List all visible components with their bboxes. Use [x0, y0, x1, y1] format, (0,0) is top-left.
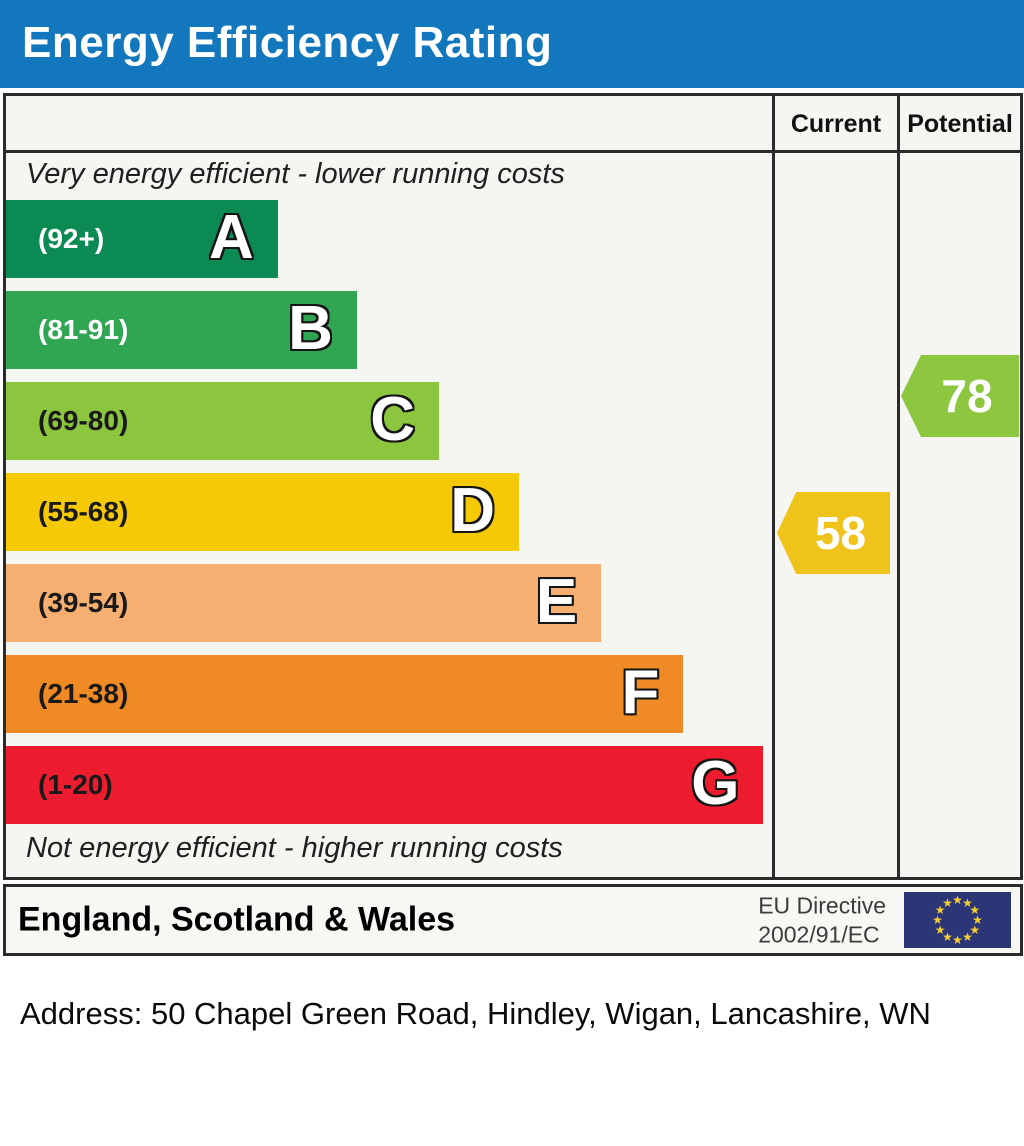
- band-range-a: (92+): [38, 223, 105, 254]
- band-letter-a: A: [208, 203, 254, 273]
- footer: England, Scotland & Wales EU Directive 2…: [3, 884, 1023, 956]
- eu-directive-line1: EU Directive: [758, 892, 886, 919]
- band-row-a: (92+) A: [6, 200, 278, 278]
- rating-chart: Current Potential Very energy efficient …: [3, 93, 1023, 880]
- address-line: Address: 50 Chapel Green Road, Hindley, …: [20, 996, 931, 1031]
- band-letter-f: F: [621, 658, 660, 728]
- eu-flag-icon: [904, 892, 1011, 948]
- band-range-b: (81-91): [38, 314, 129, 345]
- band-row-g: (1-20) G: [6, 746, 764, 824]
- eu-directive-line2: 2002/91/EC: [758, 921, 880, 947]
- band-letter-b: B: [288, 294, 333, 364]
- band-range-f: (21-38): [38, 678, 129, 709]
- column-header-potential: Potential: [907, 110, 1013, 138]
- band-row-d: (55-68) D: [6, 473, 520, 551]
- band-letter-e: E: [535, 567, 578, 637]
- band-letter-c: C: [370, 385, 415, 455]
- column-divider-potential: [897, 96, 900, 877]
- header-row-divider: [6, 150, 1020, 153]
- potential-rating-value: 78: [941, 370, 993, 422]
- band-row-e: (39-54) E: [6, 564, 602, 642]
- current-rating-marker: 58: [777, 492, 890, 574]
- band-range-c: (69-80): [38, 405, 129, 436]
- band-letter-g: G: [691, 749, 740, 819]
- band-row-f: (21-38) F: [6, 655, 684, 733]
- band-row-b: (81-91) B: [6, 291, 357, 369]
- band-letter-d: D: [450, 476, 496, 546]
- banner: Energy Efficiency Rating: [0, 0, 1024, 88]
- potential-rating-marker: 78: [901, 355, 1019, 437]
- current-rating-value: 58: [814, 507, 867, 559]
- band-range-g: (1-20): [38, 769, 113, 800]
- band-row-c: (69-80) C: [6, 382, 439, 460]
- band-range-d: (55-68): [38, 496, 129, 527]
- page-title: Energy Efficiency Rating: [22, 18, 553, 67]
- eu-directive-label: EU Directive 2002/91/EC: [758, 891, 886, 949]
- column-header-current: Current: [790, 110, 882, 138]
- region-label: England, Scotland & Wales: [18, 900, 456, 939]
- column-divider-current: [772, 96, 775, 877]
- band-range-e: (39-54): [38, 587, 129, 618]
- bottom-note: Not energy efficient - higher running co…: [26, 832, 563, 864]
- top-note: Very energy efficient - lower running co…: [26, 158, 565, 190]
